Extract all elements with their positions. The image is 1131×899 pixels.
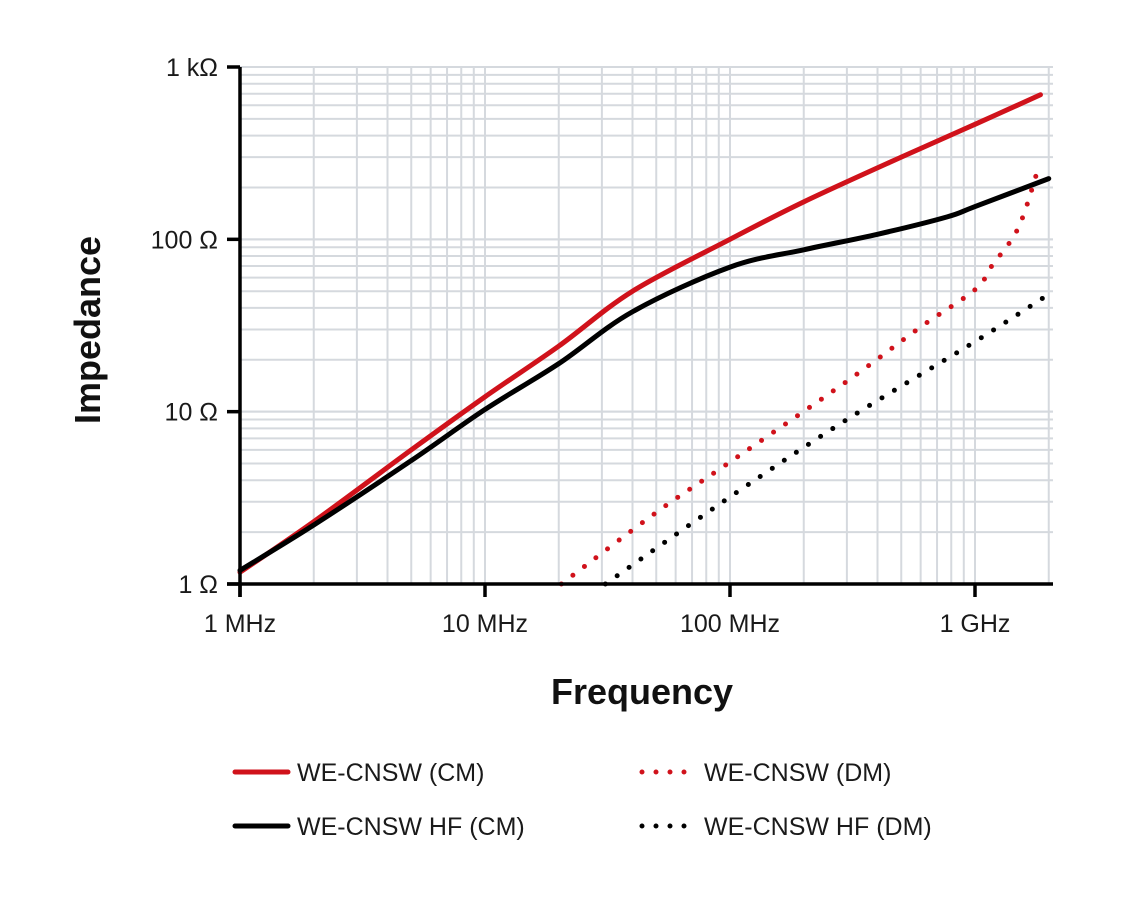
x-tick-label: 100 MHz bbox=[680, 610, 780, 638]
series-line-3 bbox=[602, 291, 1052, 587]
y-tick-label: 100 Ω bbox=[151, 226, 218, 254]
series-layer bbox=[237, 92, 1052, 587]
legend-label: WE-CNSW (CM) bbox=[297, 759, 484, 787]
series-line-1 bbox=[237, 176, 1052, 573]
x-tick-label: 1 MHz bbox=[204, 610, 276, 638]
legend-label: WE-CNSW HF (CM) bbox=[297, 813, 525, 841]
y-axis-label: Impedance bbox=[67, 236, 108, 424]
series-line-0 bbox=[237, 92, 1043, 575]
legend: WE-CNSW (CM) WE-CNSW (DM) WE-CNSW HF (CM) W… bbox=[232, 759, 932, 841]
series-line-2 bbox=[558, 168, 1041, 587]
x-tick-label: 1 GHz bbox=[940, 610, 1011, 638]
x-axis-label: Frequency bbox=[551, 671, 733, 712]
axes bbox=[227, 65, 1053, 597]
tick-labels: 1 MHz 10 MHz 100 MHz 1 GHz 1 Ω 10 Ω 100 Ω 1 kΩ bbox=[151, 54, 1011, 638]
y-tick-label: 1 Ω bbox=[178, 571, 218, 599]
y-tick-label: 1 kΩ bbox=[166, 54, 218, 82]
legend-label: WE-CNSW HF (DM) bbox=[704, 813, 932, 841]
x-tick-label: 10 MHz bbox=[442, 610, 528, 638]
legend-label: WE-CNSW (DM) bbox=[704, 759, 891, 787]
y-tick-label: 10 Ω bbox=[165, 399, 218, 427]
